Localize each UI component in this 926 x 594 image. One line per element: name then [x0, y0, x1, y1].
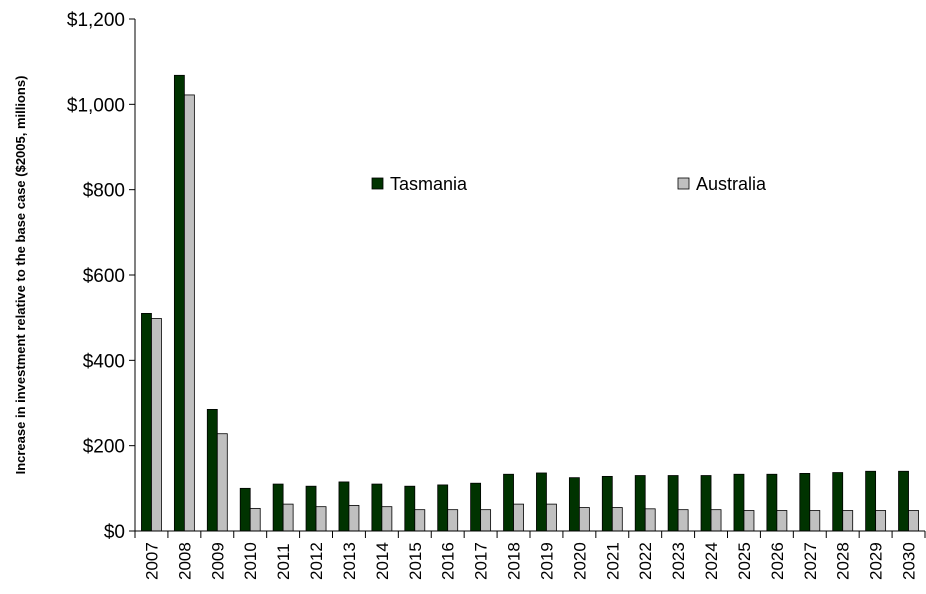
bar-tasmania-2008	[173, 74, 185, 532]
y-tick-label: $1,200	[67, 10, 125, 31]
x-tick-label: 2020	[570, 542, 589, 580]
bar-tasmania-2025	[733, 473, 745, 532]
bar-australia-2029	[875, 510, 887, 532]
bar-australia-2012	[315, 506, 327, 532]
bar-tasmania-2028	[832, 472, 844, 532]
y-tick-label: $800	[83, 181, 125, 202]
y-tick-label: $0	[104, 522, 125, 543]
x-tick-label: 2021	[603, 542, 622, 580]
bar-australia-2020	[578, 507, 590, 532]
bar-tasmania-2021	[601, 475, 613, 532]
legend-swatch-australia	[677, 177, 690, 190]
x-tick-label: 2028	[834, 542, 853, 580]
x-tick-label: 2019	[537, 542, 556, 580]
bar-australia-2021	[611, 507, 623, 532]
bar-tasmania-2007	[141, 312, 152, 532]
y-axis: $0 $200 $400 $600 $800 $1,000 $1,200	[67, 10, 136, 543]
bar-tasmania-2011	[272, 483, 284, 532]
bar-tasmania-2024	[700, 475, 712, 532]
bar-australia-2007	[151, 318, 162, 532]
bar-australia-2015	[414, 509, 426, 532]
bar-australia-2016	[447, 509, 459, 532]
legend-swatch-tasmania	[371, 177, 384, 190]
bar-tasmania-2027	[799, 472, 811, 532]
bar-tasmania-2014	[371, 483, 383, 532]
x-tick-label: 2025	[735, 542, 754, 580]
x-tick-label: 2017	[472, 542, 491, 580]
bar-tasmania-2023	[667, 475, 679, 532]
bar-australia-2028	[842, 510, 854, 532]
bar-australia-2011	[282, 503, 294, 532]
x-tick-label: 2010	[241, 542, 260, 580]
bar-tasmania-2009	[206, 408, 218, 532]
bar-tasmania-2013	[338, 481, 350, 532]
x-tick-label: 2016	[439, 542, 458, 580]
bar-tasmania-2029	[865, 470, 877, 532]
bar-australia-2026	[776, 510, 788, 532]
x-tick-label: 2024	[702, 542, 721, 580]
bar-tasmania-2012	[305, 485, 317, 532]
x-tick-label: 2026	[768, 542, 787, 580]
x-tick-label: 2029	[867, 542, 886, 580]
bar-australia-2022	[644, 508, 656, 532]
bar-australia-2018	[513, 503, 524, 532]
bar-australia-2030	[908, 510, 919, 532]
bar-australia-2019	[546, 503, 557, 532]
y-tick-label: $600	[83, 266, 125, 287]
x-tick-label: 2027	[801, 542, 820, 580]
bar-australia-2025	[743, 510, 755, 532]
bar-australia-2024	[710, 509, 722, 532]
bar-australia-2009	[216, 433, 228, 532]
x-tick-label: 2022	[636, 542, 655, 580]
bar-australia-2017	[480, 509, 492, 532]
y-tick-label: $400	[83, 351, 125, 372]
x-axis: 2007 2008 2009 2010 2011 2012 2013 2014 2015 2016…	[134, 530, 926, 580]
x-tick-label: 2030	[900, 542, 919, 580]
bar-tasmania-2010	[239, 487, 251, 532]
x-tick-label: 2015	[406, 542, 425, 580]
bar-australia-2008	[183, 94, 195, 532]
bar-australia-2014	[381, 506, 393, 532]
y-tick-label: $1,000	[67, 95, 125, 116]
bar-australia-2013	[348, 504, 360, 532]
bars-group	[141, 74, 919, 532]
x-tick-label: 2008	[175, 542, 194, 580]
y-tick-label: $200	[83, 437, 125, 458]
bar-tasmania-2026	[766, 473, 778, 532]
x-tick-label: 2014	[373, 542, 392, 580]
x-tick-label: 2012	[307, 542, 326, 580]
bar-tasmania-2017	[470, 482, 482, 532]
legend-label-australia: Australia	[696, 174, 767, 194]
y-axis-label: Increase in investment relative to the b…	[13, 76, 28, 475]
x-tick-label: 2018	[505, 542, 524, 580]
x-tick-label: 2009	[208, 542, 227, 580]
bar-tasmania-2020	[568, 477, 580, 532]
x-tick-label: 2023	[669, 542, 688, 580]
bar-tasmania-2016	[437, 484, 449, 532]
bar-australia-2010	[249, 507, 261, 532]
bar-tasmania-2022	[634, 475, 646, 532]
x-tick-label: 2013	[340, 542, 359, 580]
x-tick-label: 2007	[142, 542, 161, 580]
bar-australia-2023	[677, 509, 689, 532]
bar-tasmania-2019	[536, 472, 547, 532]
legend: Tasmania Australia	[371, 174, 767, 194]
legend-label-tasmania: Tasmania	[390, 174, 468, 194]
bar-tasmania-2015	[404, 485, 416, 532]
bar-tasmania-2030	[898, 470, 909, 532]
x-tick-label: 2011	[274, 543, 293, 580]
bar-tasmania-2018	[503, 473, 514, 532]
bar-australia-2027	[809, 510, 821, 532]
